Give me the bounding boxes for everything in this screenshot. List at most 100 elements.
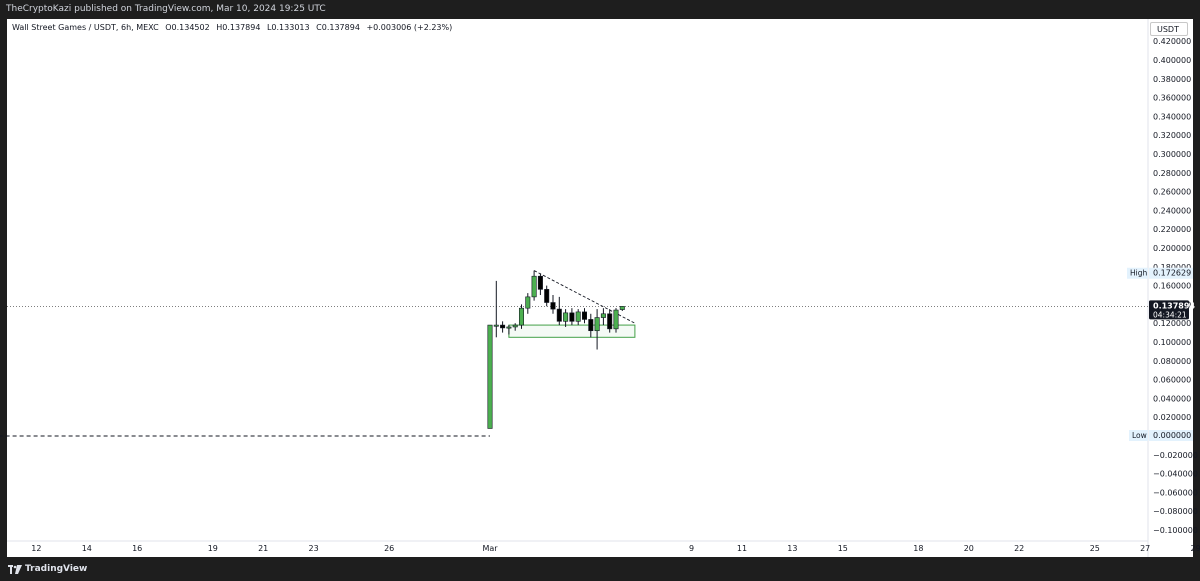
price-tick-label: 0.040000 (1153, 394, 1191, 403)
footer-brand: TradingView (25, 564, 88, 574)
candles (487, 270, 625, 429)
time-tick-label: 22 (1014, 544, 1024, 553)
candle (544, 285, 550, 307)
price-tick-label: 0.420000 (1153, 37, 1191, 46)
candle-body (581, 311, 587, 320)
time-tick-label: 14 (82, 544, 92, 553)
candle (619, 306, 625, 311)
chart-panel[interactable] (7, 19, 1193, 557)
low-value: 0.000000 (1153, 431, 1191, 440)
bar-countdown: 04:34:21 (1153, 310, 1187, 319)
candle-body (525, 296, 531, 309)
high-value-bg (1149, 267, 1193, 279)
low-label-bg (1129, 430, 1148, 441)
candle-body (550, 302, 556, 310)
time-tick-label: 27 (1140, 544, 1150, 553)
price-tick-label: −0.020000 (1153, 451, 1198, 460)
price-tick-label: −0.060000 (1153, 488, 1198, 497)
candle-body (512, 324, 518, 328)
candle (600, 308, 606, 326)
low-value-bg (1149, 430, 1193, 441)
candle (563, 309, 569, 327)
time-tick-label: 18 (913, 544, 923, 553)
time-tick-label: 29 (1191, 544, 1200, 553)
time-tick-label: 12 (31, 544, 41, 553)
candle-body (506, 326, 512, 329)
price-tick-label: 0.320000 (1153, 131, 1191, 140)
last-price-bg (1149, 300, 1189, 320)
time-tick-label: 13 (787, 544, 797, 553)
price-tick-label: 0.100000 (1153, 338, 1191, 347)
candle-body (493, 324, 499, 327)
high-marker: High 0.172629 (1127, 267, 1193, 279)
price-tick-label: 0.300000 (1153, 150, 1191, 159)
price-tick-label: 0.260000 (1153, 188, 1191, 197)
candle (506, 325, 512, 335)
candle (575, 309, 581, 326)
publisher-line: TheCryptoKazi published on TradingView.c… (6, 4, 326, 14)
candle (556, 296, 562, 326)
price-tick-label: 0.280000 (1153, 169, 1191, 178)
time-tick-label: Mar (482, 544, 498, 553)
price-tick-label: −0.080000 (1153, 507, 1198, 516)
price-tick-label: 0.380000 (1153, 75, 1191, 84)
candle (581, 308, 587, 324)
last-price-value: 0.137894 (1153, 301, 1195, 310)
candle (518, 304, 524, 329)
candle (531, 270, 537, 301)
time-axis-ticks: 912141619212326Mar9111315182022252729Apr (31, 544, 1200, 553)
price-axis-ticks: 0.420000 0.400000 0.380000 0.360000 0.340000… (1153, 37, 1198, 535)
candle-body (588, 319, 594, 332)
price-tick-label: 0.060000 (1153, 376, 1191, 385)
tradingview-logo-icon (8, 565, 22, 574)
candle-body (575, 311, 581, 322)
legend-open: O0.134502 (165, 23, 210, 32)
high-label-bg (1127, 267, 1148, 279)
candle-body (563, 312, 569, 322)
candle-body (500, 324, 506, 329)
price-tick-label: 0.340000 (1153, 112, 1191, 121)
candle-body (544, 289, 550, 303)
time-tick-label: 19 (208, 544, 218, 553)
candle (500, 321, 506, 333)
price-axis-unit-button[interactable]: USDT (1150, 22, 1188, 36)
candle-body (600, 313, 606, 318)
candle-body (537, 275, 543, 290)
time-tick-label: 21 (258, 544, 268, 553)
time-tick-label: 23 (309, 544, 319, 553)
candle (607, 309, 613, 333)
legend-symbol: Wall Street Games / USDT, 6h, MEXC (12, 23, 159, 32)
time-tick-label: 26 (384, 544, 394, 553)
price-tick-label: 0.120000 (1153, 319, 1191, 328)
time-tick-label: 16 (132, 544, 142, 553)
time-tick-label: 15 (838, 544, 848, 553)
candle (613, 308, 619, 333)
candle (569, 308, 575, 326)
low-marker: Low 0.000000 (1129, 430, 1193, 441)
candle (512, 323, 518, 331)
candle (487, 324, 493, 429)
candle-body (594, 317, 600, 332)
time-tick-label: 11 (737, 544, 747, 553)
price-tick-label: 0.200000 (1153, 244, 1191, 253)
price-tick-label: −0.100000 (1153, 526, 1198, 535)
candle (588, 313, 594, 338)
publisher-bar: TheCryptoKazi published on TradingView.c… (0, 0, 1200, 19)
time-tick-label: 20 (964, 544, 974, 553)
candle (537, 273, 543, 295)
candle-body (613, 309, 619, 330)
candle-body (619, 306, 625, 310)
candle-body (556, 308, 562, 322)
symbol-legend: Wall Street Games / USDT, 6h, MEXC O0.13… (12, 23, 456, 32)
candle (594, 309, 600, 350)
candle-body (569, 312, 575, 322)
time-tick-label: 9 (689, 544, 694, 553)
high-label: High (1130, 269, 1147, 278)
descending-trendline (533, 270, 636, 324)
high-value: 0.172629 (1153, 269, 1191, 278)
time-tick-label: 25 (1090, 544, 1100, 553)
legend-low: L0.133013 (266, 23, 310, 32)
price-tick-label: −0.040000 (1153, 470, 1198, 479)
